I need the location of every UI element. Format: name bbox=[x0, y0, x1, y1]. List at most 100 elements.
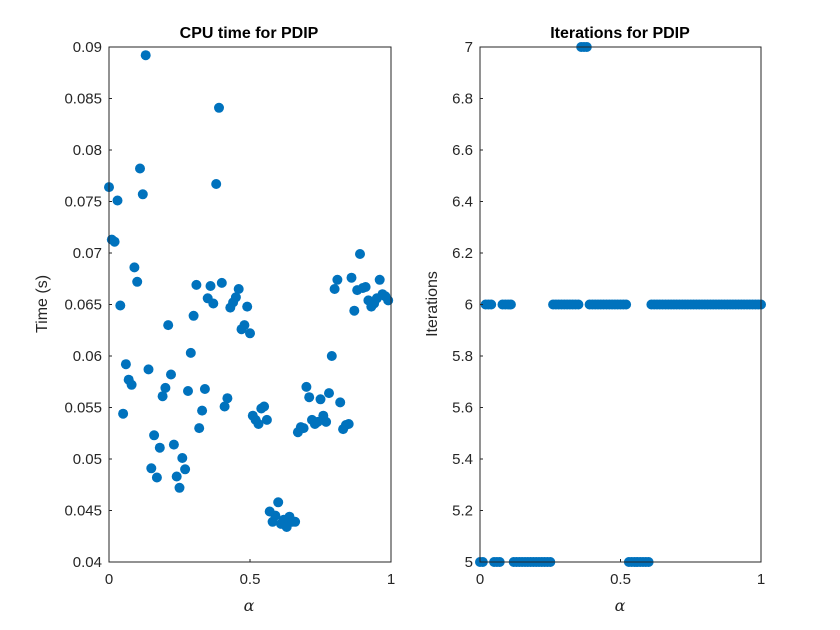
cpu-time-point-87 bbox=[349, 305, 360, 316]
cpu-time-point-77 bbox=[321, 416, 332, 427]
cpu-time-point-32 bbox=[194, 423, 205, 434]
cpu-time-point-5 bbox=[118, 408, 129, 419]
cpu-time-point-33 bbox=[197, 405, 208, 416]
cpu-time-y-tick-label-3: 0.055 bbox=[64, 400, 102, 417]
iterations-x-tick-label-0: 0 bbox=[476, 571, 484, 588]
iterations-points bbox=[475, 42, 766, 567]
cpu-time-x-tick-label-2: 1 bbox=[387, 571, 395, 588]
cpu-time-point-78 bbox=[324, 388, 334, 399]
cpu-time-point-6 bbox=[120, 359, 131, 370]
cpu-time-point-41 bbox=[219, 401, 230, 412]
cpu-time-point-25 bbox=[174, 482, 185, 493]
cpu-time-point-59 bbox=[270, 510, 281, 521]
iterations-y-axis-label: Iterations bbox=[424, 271, 441, 337]
cpu-time-point-4 bbox=[115, 300, 126, 311]
cpu-time-point-66 bbox=[290, 516, 301, 527]
cpu-time-point-75 bbox=[315, 394, 326, 405]
iterations-y-tick-label-2: 5.4 bbox=[452, 451, 473, 468]
cpu-time-x-tick-label-0: 0 bbox=[105, 571, 113, 588]
cpu-time-point-48 bbox=[239, 320, 250, 331]
cpu-time-point-14 bbox=[143, 364, 154, 375]
iterations-y-tick-label-1: 5.2 bbox=[452, 503, 473, 520]
cpu-time-y-tick-label-2: 0.05 bbox=[73, 451, 102, 468]
cpu-time-y-tick-label-10: 0.09 bbox=[73, 39, 102, 56]
cpu-time-point-80 bbox=[329, 284, 340, 294]
cpu-time-point-9 bbox=[129, 262, 140, 273]
iterations-y-tick-label-8: 6.6 bbox=[452, 142, 473, 159]
cpu-time-point-34 bbox=[199, 384, 210, 394]
cpu-time-x-axis-label: α bbox=[244, 596, 255, 615]
cpu-time-y-ticks: 0.04 0.045 0.05 0.055 0.06 0.065 0.07 0.075 0.08… bbox=[64, 39, 112, 571]
iterations-title: Iterations for PDIP bbox=[550, 25, 690, 42]
cpu-time-point-2 bbox=[109, 236, 120, 247]
cpu-time-point-31 bbox=[191, 279, 202, 290]
iterations-y-tick-label-4: 5.8 bbox=[452, 348, 473, 365]
cpu-time-point-89 bbox=[355, 249, 365, 259]
cpu-time-point-10 bbox=[132, 276, 143, 287]
cpu-time-point-91 bbox=[360, 282, 371, 292]
cpu-time-point-45 bbox=[230, 292, 241, 303]
cpu-time-point-53 bbox=[253, 419, 264, 429]
cpu-time-point-46 bbox=[233, 284, 244, 294]
cpu-time-point-86 bbox=[346, 272, 357, 283]
iterations-x-tick-label-2: 1 bbox=[757, 571, 765, 588]
iterations-x-tick-label-1: 0.5 bbox=[610, 571, 631, 588]
iterations-x-ticks: 0 0.5 1 bbox=[476, 559, 765, 588]
cpu-time-point-18 bbox=[154, 442, 165, 453]
cpu-time-point-30 bbox=[188, 310, 199, 321]
cpu-time-point-8 bbox=[126, 379, 137, 390]
cpu-time-point-69 bbox=[298, 423, 309, 434]
cpu-time-point-16 bbox=[149, 430, 160, 441]
cpu-time-point-70 bbox=[301, 381, 312, 392]
iterations-y-tick-label-9: 6.8 bbox=[452, 91, 473, 108]
iterations-y-tick-label-0: 5 bbox=[465, 554, 473, 571]
cpu-time-x-tick-label-1: 0.5 bbox=[240, 571, 261, 588]
cpu-time-point-39 bbox=[214, 102, 224, 113]
cpu-time-point-15 bbox=[146, 463, 157, 474]
cpu-time-point-19 bbox=[157, 391, 168, 402]
cpu-time-point-28 bbox=[183, 386, 193, 396]
cpu-time-point-21 bbox=[163, 320, 174, 331]
cpu-time-point-60 bbox=[273, 497, 284, 508]
iterations-x-axis-label: α bbox=[615, 596, 626, 615]
cpu-time-point-24 bbox=[171, 471, 182, 482]
iterations-y-tick-label-7: 6.4 bbox=[452, 194, 473, 211]
cpu-time-point-36 bbox=[205, 281, 216, 291]
iterations-point-4 bbox=[486, 299, 497, 310]
cpu-time-point-3 bbox=[112, 195, 123, 206]
iterations-y-tick-label-10: 7 bbox=[465, 39, 473, 56]
cpu-time-point-96 bbox=[374, 274, 385, 285]
cpu-time-point-42 bbox=[222, 393, 233, 404]
cpu-time-point-79 bbox=[326, 351, 337, 361]
cpu-time-point-85 bbox=[343, 419, 354, 429]
cpu-time-x-ticks: 0 0.5 1 bbox=[105, 559, 395, 588]
cpu-time-point-13 bbox=[140, 50, 151, 61]
cpu-time-point-40 bbox=[216, 277, 227, 288]
cpu-time-point-37 bbox=[208, 298, 219, 309]
cpu-time-point-26 bbox=[177, 453, 188, 463]
iterations-point-35 bbox=[573, 299, 584, 310]
cpu-time-points bbox=[104, 50, 394, 532]
cpu-time-point-49 bbox=[242, 301, 253, 312]
cpu-time-point-82 bbox=[335, 397, 346, 408]
cpu-time-y-tick-label-0: 0.04 bbox=[73, 554, 102, 571]
iterations-point-11 bbox=[505, 299, 516, 310]
cpu-time-title: CPU time for PDIP bbox=[180, 25, 319, 42]
iterations-point-52 bbox=[621, 299, 632, 310]
cpu-time-point-29 bbox=[185, 347, 196, 358]
cpu-time-y-tick-label-9: 0.085 bbox=[64, 91, 102, 108]
iterations-y-tick-label-5: 6 bbox=[465, 297, 473, 314]
cpu-time-y-tick-label-5: 0.065 bbox=[64, 297, 102, 314]
cpu-time-point-81 bbox=[332, 274, 343, 285]
cpu-time-panel: CPU time for PDIP 0 0.5 1 0.040.0450.050.0… bbox=[34, 25, 395, 615]
cpu-time-y-tick-label-8: 0.08 bbox=[73, 142, 102, 159]
cpu-time-y-tick-label-1: 0.045 bbox=[64, 503, 102, 520]
cpu-time-point-71 bbox=[304, 392, 315, 403]
iterations-y-tick-label-3: 5.6 bbox=[452, 400, 473, 417]
cpu-time-point-20 bbox=[160, 382, 171, 393]
iterations-y-ticks: 5 5.2 5.4 5.6 5.8 6 6.2 6.4 6.6 6.8 7 bbox=[452, 39, 483, 571]
cpu-time-point-22 bbox=[166, 369, 176, 380]
cpu-time-y-axis-label: Time (s) bbox=[34, 275, 51, 333]
cpu-time-point-17 bbox=[151, 472, 162, 483]
